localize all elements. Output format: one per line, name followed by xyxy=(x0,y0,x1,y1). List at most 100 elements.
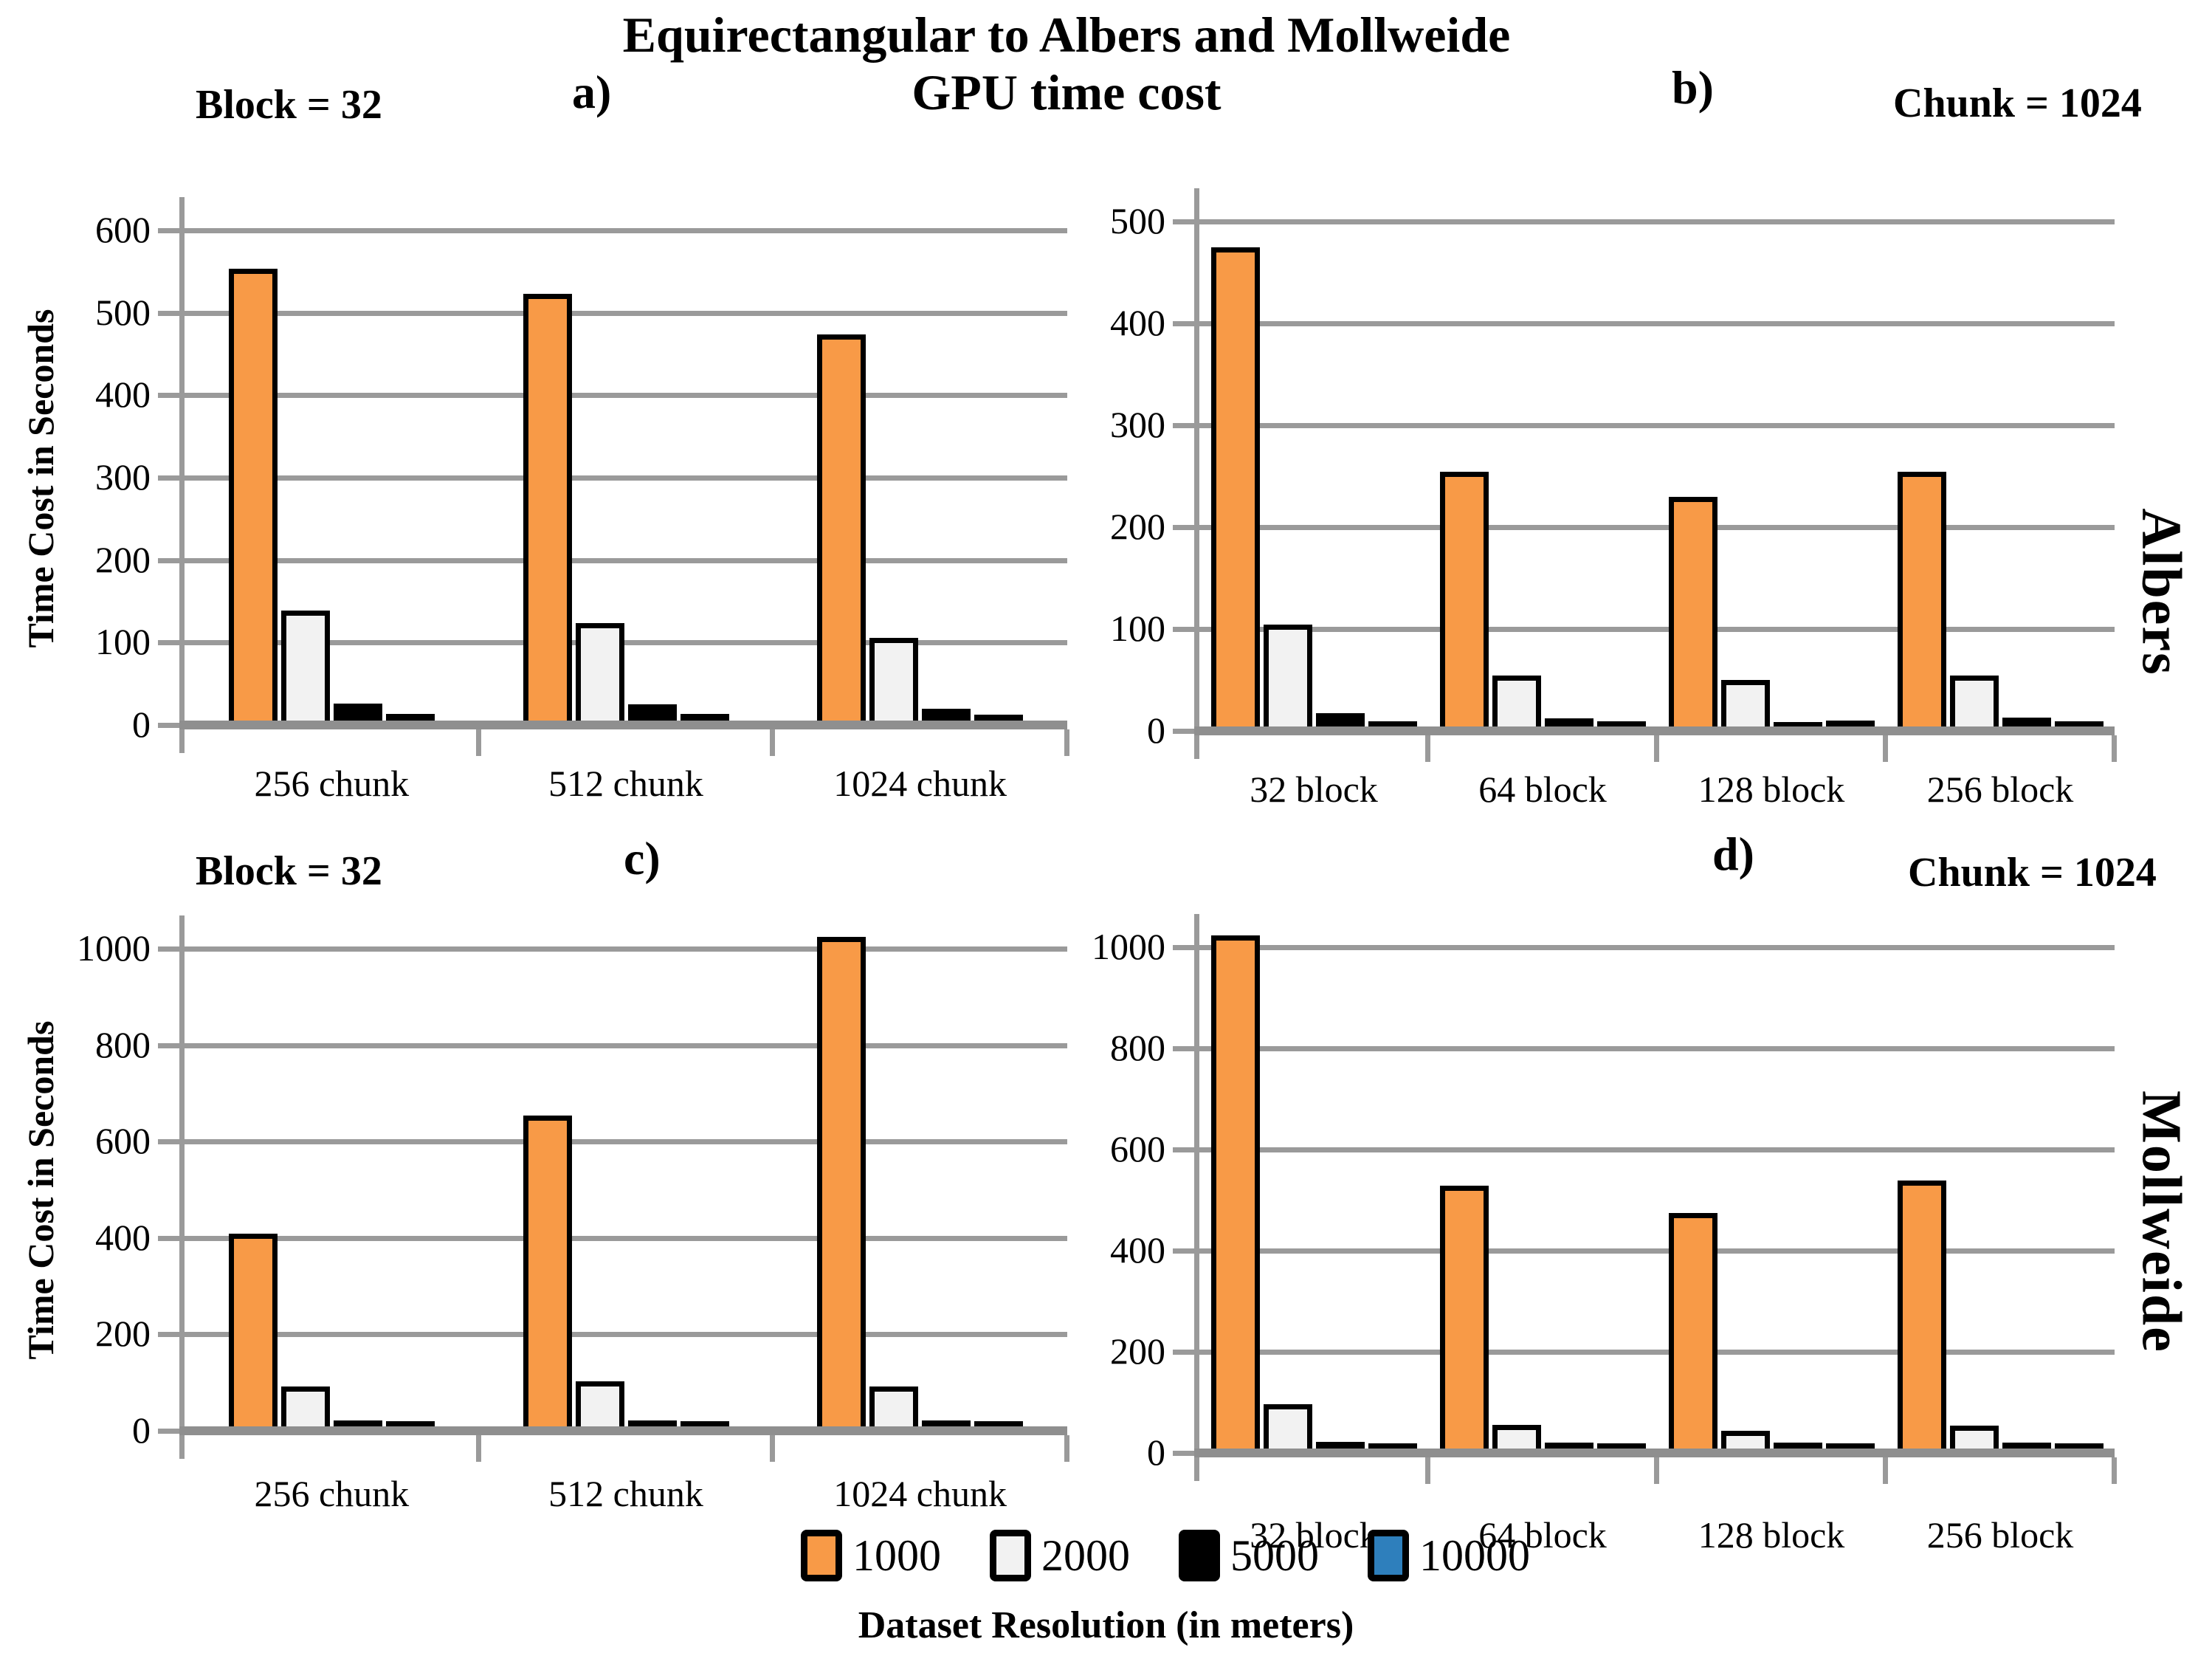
x-axis-tick xyxy=(475,729,481,756)
y-tick-label: 400 xyxy=(95,1216,151,1258)
bar-5000 xyxy=(2002,718,2051,726)
x-axis-line xyxy=(1194,1449,2115,1457)
y-axis-tick xyxy=(1173,219,1194,224)
bar-group xyxy=(1668,497,1875,726)
y-axis-tick xyxy=(1173,945,1194,950)
gridline xyxy=(1199,1350,2115,1355)
bar-5000 xyxy=(1315,1442,1365,1449)
bar-10000 xyxy=(680,1421,729,1426)
y-axis-tick xyxy=(1173,1248,1194,1254)
panel-a-condition-label: Block = 32 xyxy=(196,82,382,128)
bar-group xyxy=(228,269,435,721)
x-axis-tick xyxy=(2112,735,2117,762)
bar-1000 xyxy=(1439,472,1489,726)
bar-group xyxy=(228,1234,435,1426)
y-axis-line xyxy=(179,915,185,1459)
bar-5000 xyxy=(922,709,971,721)
panel-d-condition-label: Chunk = 1024 xyxy=(1908,850,2157,896)
y-axis-tick xyxy=(158,475,179,481)
gridline xyxy=(1199,627,2115,632)
category-label: 256 block xyxy=(1926,1514,2074,1556)
gridline xyxy=(185,640,1067,646)
y-tick-label: 100 xyxy=(95,621,151,663)
bar-1000 xyxy=(1897,1181,1946,1449)
category-label: 256 chunk xyxy=(254,763,410,804)
legend-item-2000: 2000 xyxy=(990,1530,1130,1581)
y-tick-label: 300 xyxy=(95,456,151,498)
y-axis-tick xyxy=(1173,729,1194,734)
bar-10000 xyxy=(1368,721,1417,726)
gridline xyxy=(185,557,1067,563)
bar-group xyxy=(1439,1186,1646,1449)
y-axis-tick xyxy=(158,723,179,728)
x-axis-tick xyxy=(1883,735,1888,762)
y-axis-tick xyxy=(1173,1451,1194,1456)
bar-5000 xyxy=(627,704,677,721)
bar-2000 xyxy=(575,623,624,721)
bar-2000 xyxy=(869,1386,919,1426)
y-axis-tick xyxy=(158,640,179,646)
gridline xyxy=(185,1042,1067,1048)
panel-c-plot-area: 0 200 400 600 800 1000 256 chunk 512 chunk 1024 … xyxy=(77,915,1069,1513)
panel-b-condition-label: Chunk = 1024 xyxy=(1893,80,2142,126)
y-tick-label: 600 xyxy=(95,209,151,250)
y-axis-tick xyxy=(1173,423,1194,428)
y-tick-label: 1000 xyxy=(1092,926,1165,967)
bar-group xyxy=(1210,247,1417,726)
bar-10000 xyxy=(1368,1443,1417,1449)
y-tick-label: 800 xyxy=(1110,1027,1165,1068)
y-axis-tick xyxy=(158,1429,179,1434)
category-label: 512 chunk xyxy=(548,1473,703,1514)
x-axis-line xyxy=(179,721,1067,729)
category-label: 32 block xyxy=(1250,1514,1378,1556)
y-axis-tick xyxy=(158,946,179,952)
gridline xyxy=(185,310,1067,316)
y-tick-label: 500 xyxy=(1110,200,1165,241)
legend-swatch-5000 xyxy=(1179,1530,1220,1581)
gridline xyxy=(1199,1046,2115,1051)
y-tick-label: 1000 xyxy=(77,927,151,969)
bar-10000 xyxy=(2054,1443,2104,1449)
bar-5000 xyxy=(2002,1443,2051,1449)
figure-title-line2: GPU time cost xyxy=(912,64,1222,120)
bar-2000 xyxy=(1720,1431,1770,1449)
y-tick-label: 0 xyxy=(132,1409,151,1451)
category-label: 1024 chunk xyxy=(833,1473,1007,1514)
bar-1000 xyxy=(1439,1186,1489,1449)
y-axis-tick xyxy=(1173,1147,1194,1152)
category-label: 256 block xyxy=(1926,769,2074,810)
gridline xyxy=(1199,321,2115,326)
figure-title-line1: Equirectangular to Albers and Mollweide xyxy=(622,7,1511,63)
bar-1000 xyxy=(817,937,866,1426)
bar-2000 xyxy=(1949,1426,1999,1449)
panel-b-plot-area: 0 100 200 300 400 500 32 block 64 block 128 bloc… xyxy=(1110,188,2117,809)
y-axis-tick xyxy=(158,1332,179,1338)
bar-5000 xyxy=(627,1420,677,1426)
y-tick-label: 300 xyxy=(1110,404,1165,445)
gridline xyxy=(185,1332,1067,1338)
legend-item-5000: 5000 xyxy=(1179,1530,1319,1581)
category-label: 1024 chunk xyxy=(833,763,1007,804)
bar-5000 xyxy=(1544,718,1593,726)
category-label: 64 block xyxy=(1478,769,1607,810)
x-axis-line xyxy=(1194,726,2115,735)
panel-b-letter: b) xyxy=(1672,61,1714,114)
category-label: 256 chunk xyxy=(254,1473,410,1514)
gridline xyxy=(1199,219,2115,224)
bar-1000 xyxy=(228,1234,278,1426)
y-axis-tick xyxy=(1173,627,1194,632)
bar-1000 xyxy=(1668,1213,1717,1449)
bar-2000 xyxy=(1492,676,1541,726)
gridline xyxy=(1199,525,2115,530)
y-tick-label: 0 xyxy=(1147,709,1165,751)
bar-5000 xyxy=(333,704,382,721)
bar-1000 xyxy=(817,334,866,721)
y-tick-label: 0 xyxy=(1147,1432,1165,1473)
bar-10000 xyxy=(680,714,729,721)
bar-group xyxy=(1439,472,1646,726)
bar-group xyxy=(1210,935,1417,1449)
gridline xyxy=(1199,1248,2115,1254)
x-axis-tick xyxy=(1064,729,1069,756)
legend-item-10000: 10000 xyxy=(1368,1530,1530,1581)
bar-2000 xyxy=(280,611,330,721)
